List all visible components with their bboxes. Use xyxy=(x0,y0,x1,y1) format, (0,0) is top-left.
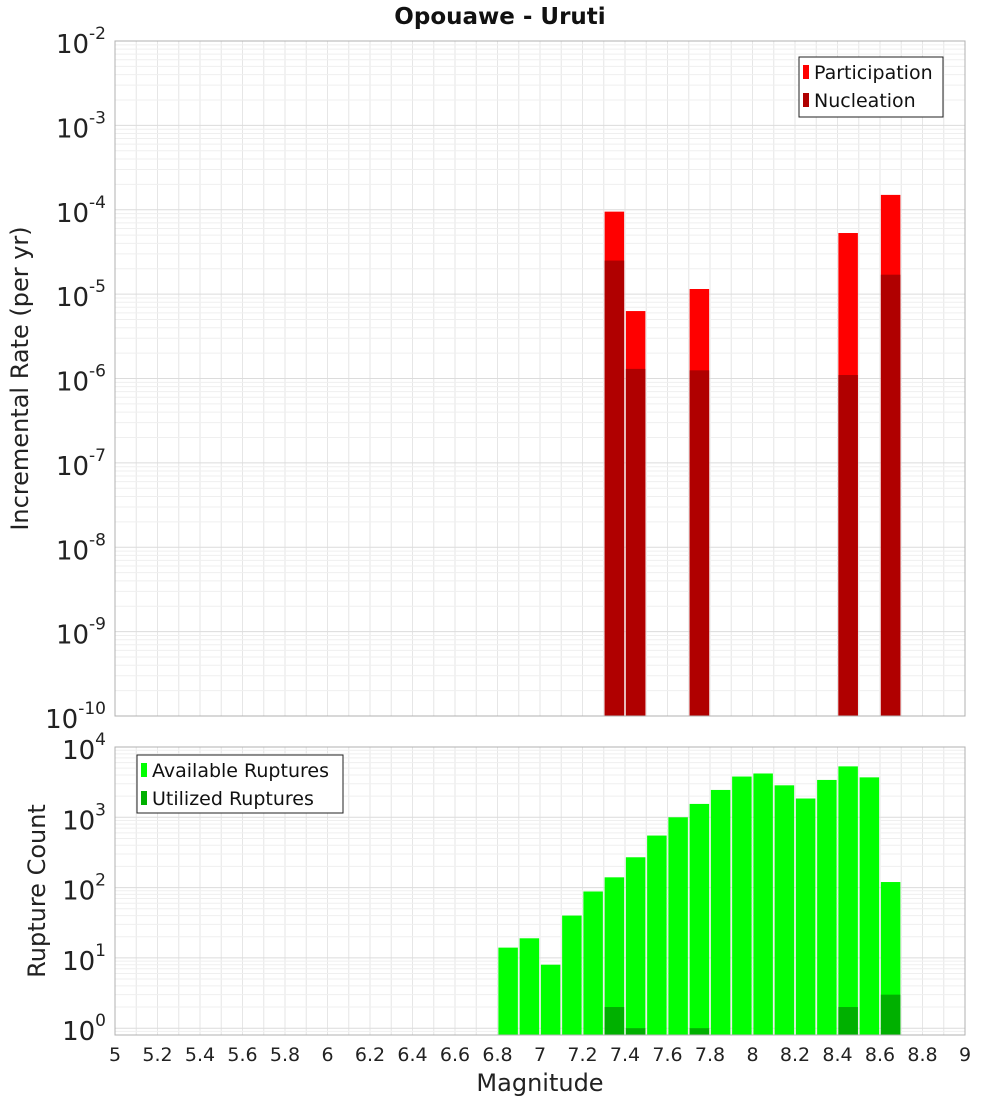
y-tick-label: 101 xyxy=(62,941,106,977)
legend-label: Available Ruptures xyxy=(152,760,329,782)
plot-frame xyxy=(114,40,966,717)
nucleation-bar xyxy=(838,375,858,716)
x-tick-label: 5 xyxy=(109,1044,121,1066)
y-tick-label: 10-6 xyxy=(56,362,106,398)
legend-label: Utilized Ruptures xyxy=(152,788,314,810)
x-tick-label: 8.8 xyxy=(907,1044,937,1066)
x-tick-label: 7.4 xyxy=(610,1044,640,1066)
x-tick-label: 7.8 xyxy=(695,1044,725,1066)
available-ruptures-bar xyxy=(817,779,837,1035)
x-tick-label: 8.4 xyxy=(822,1044,852,1066)
chart-title: Opouawe - Uruti xyxy=(394,4,605,30)
x-tick-label: 6.8 xyxy=(482,1044,512,1066)
x-tick-label: 7.6 xyxy=(652,1044,682,1066)
available-ruptures-bar xyxy=(668,817,688,1035)
x-tick-label: 8.2 xyxy=(780,1044,810,1066)
legend-swatch xyxy=(141,791,147,805)
available-ruptures-bar xyxy=(519,938,540,1035)
available-ruptures-bar xyxy=(732,776,752,1035)
nucleation-bar xyxy=(880,274,901,716)
utilized-ruptures-bar xyxy=(838,1007,858,1035)
available-ruptures-bar xyxy=(710,789,731,1035)
y-tick-label: 10-5 xyxy=(56,277,106,313)
available-ruptures-bar xyxy=(604,877,625,1035)
legend-box xyxy=(798,56,944,118)
y-tick-label: 10-3 xyxy=(56,108,106,144)
y-tick-label: 102 xyxy=(62,871,106,907)
x-tick-label: 6 xyxy=(321,1044,333,1066)
legend-label: Participation xyxy=(814,62,933,84)
x-tick-label: 8 xyxy=(746,1044,758,1066)
utilized-ruptures-bar xyxy=(880,994,901,1035)
legend-box xyxy=(136,754,344,814)
y-axis-title: Incremental Rate (per yr) xyxy=(6,226,34,530)
available-ruptures-bar xyxy=(753,773,773,1035)
x-tick-label: 6.6 xyxy=(440,1044,470,1066)
legend-swatch xyxy=(141,763,147,777)
legend-swatch xyxy=(803,65,809,79)
nucleation-bar xyxy=(625,368,646,716)
utilized-ruptures-bar xyxy=(689,1028,710,1035)
legend-swatch xyxy=(803,93,809,107)
y-axis-title: Rupture Count xyxy=(23,804,51,978)
y-tick-label: 100 xyxy=(62,1011,106,1047)
x-tick-label: 7.2 xyxy=(567,1044,597,1066)
x-tick-label: 8.6 xyxy=(865,1044,895,1066)
x-tick-label: 6.2 xyxy=(355,1044,385,1066)
x-tick-label: 5.2 xyxy=(142,1044,172,1066)
available-ruptures-bar xyxy=(859,777,880,1035)
y-tick-label: 10-7 xyxy=(56,446,106,482)
x-tick-label: 6.4 xyxy=(397,1044,427,1066)
top-plot-panel: 10-10 10-9 10-8 10-7 10-6 10-5 10-4 10-3 10-2 Inc… xyxy=(6,24,966,735)
y-tick-label: 10-8 xyxy=(56,530,106,566)
x-axis-title: Magnitude xyxy=(476,1069,603,1097)
plot-frame xyxy=(114,746,966,1036)
available-ruptures-bar xyxy=(498,947,518,1035)
available-ruptures-bar xyxy=(583,891,603,1035)
utilized-ruptures-bar xyxy=(604,1007,625,1035)
y-tick-label: 10-2 xyxy=(56,24,106,60)
y-tick-label: 10-4 xyxy=(56,193,106,229)
legend-label: Nucleation xyxy=(814,90,916,112)
available-ruptures-bar xyxy=(562,915,582,1035)
available-ruptures-bar xyxy=(689,803,710,1035)
available-ruptures-bar xyxy=(647,835,667,1035)
y-tick-label: 103 xyxy=(62,800,106,836)
y-tick-label: 10-9 xyxy=(56,615,106,651)
nucleation-bar xyxy=(689,370,710,716)
x-tick-label: 7 xyxy=(534,1044,546,1066)
available-ruptures-bar xyxy=(625,857,646,1035)
x-tick-label: 5.4 xyxy=(185,1044,215,1066)
available-ruptures-bar xyxy=(838,766,858,1035)
bottom-plot-panel: 100 101 102 103 104 Rupture Count Available Ru… xyxy=(23,730,971,1066)
x-tick-label: 5.6 xyxy=(227,1044,257,1066)
x-tick-label: 5.8 xyxy=(270,1044,300,1066)
x-tick-label: 9 xyxy=(959,1044,971,1066)
y-tick-label: 10-10 xyxy=(45,699,106,735)
utilized-ruptures-bar xyxy=(625,1028,646,1035)
y-tick-label: 104 xyxy=(62,730,106,766)
available-ruptures-bar xyxy=(774,785,795,1035)
available-ruptures-bar xyxy=(795,798,816,1035)
nucleation-bar xyxy=(604,260,625,716)
available-ruptures-bar xyxy=(540,964,561,1035)
